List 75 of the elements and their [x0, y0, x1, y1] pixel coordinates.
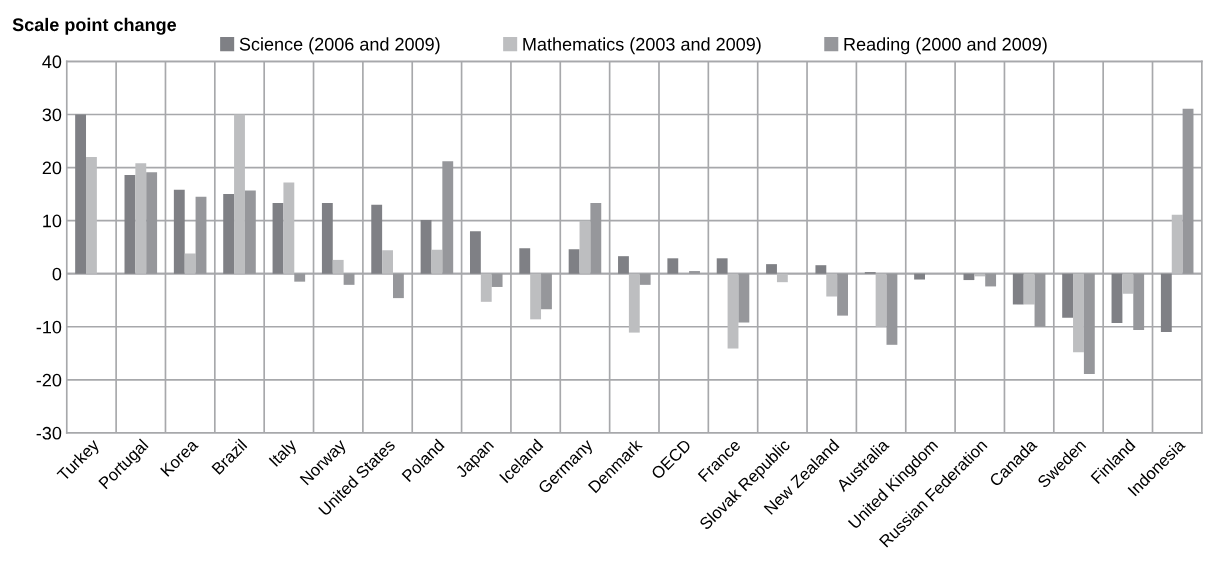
bar — [272, 203, 284, 274]
bar — [738, 273, 750, 323]
bar — [628, 273, 640, 333]
y-tick-label: 10 — [43, 214, 62, 228]
bar — [195, 196, 207, 274]
bar — [1012, 273, 1024, 305]
bar — [689, 271, 700, 274]
bar — [321, 203, 333, 274]
bar — [875, 273, 887, 327]
bar — [727, 273, 739, 349]
x-tick-label: Italy — [268, 437, 300, 470]
y-tick-label: -10 — [36, 320, 62, 334]
bar — [590, 203, 602, 274]
bar — [1182, 108, 1194, 274]
bar — [815, 265, 827, 274]
bar — [1062, 273, 1074, 318]
bar — [530, 273, 542, 320]
bar — [886, 273, 898, 345]
bar — [837, 273, 849, 316]
bar — [392, 273, 404, 299]
bar — [371, 204, 383, 274]
bar — [234, 114, 245, 274]
bar — [491, 273, 503, 287]
bar — [294, 273, 306, 282]
y-tick-label: -20 — [36, 373, 62, 387]
y-tick-label: 40 — [42, 55, 62, 69]
bar — [442, 161, 454, 274]
bar — [716, 258, 728, 274]
bar — [1133, 273, 1145, 330]
bar — [1023, 273, 1035, 305]
bar — [568, 249, 580, 274]
bar — [480, 273, 492, 302]
bar — [420, 220, 432, 274]
bar — [382, 250, 393, 274]
bar — [184, 253, 196, 274]
bar — [618, 256, 629, 274]
bar — [579, 220, 591, 274]
bar — [332, 259, 344, 274]
bar — [985, 273, 997, 287]
bar — [75, 114, 87, 274]
y-tick-label: 0 — [52, 267, 62, 281]
bar — [1073, 273, 1084, 353]
bar — [1160, 273, 1172, 333]
bar — [1122, 273, 1134, 294]
legend-label: Science (2006 and 2009) — [239, 37, 440, 55]
bar — [124, 174, 136, 274]
bar — [86, 156, 97, 274]
y-tick-label: -30 — [36, 426, 62, 440]
bar — [343, 273, 355, 285]
legend-label: Reading (2000 and 2009) — [844, 37, 1047, 55]
bar — [963, 273, 975, 281]
bar — [1083, 273, 1095, 374]
bar — [519, 248, 531, 274]
y-tick-label: 20 — [42, 161, 62, 175]
bar — [431, 249, 443, 274]
bar — [826, 273, 838, 297]
y-tick-label: 30 — [42, 108, 62, 122]
bar — [173, 189, 185, 274]
bar — [914, 273, 925, 280]
chart-title: Scale point change — [12, 17, 177, 35]
legend-label: Mathematics (2003 and 2009) — [523, 37, 761, 55]
bar — [776, 273, 788, 283]
bar — [639, 273, 651, 285]
bar — [244, 190, 256, 274]
bar — [469, 231, 481, 274]
bar — [667, 258, 679, 274]
bar — [766, 264, 777, 274]
bar — [223, 194, 235, 274]
bar — [541, 273, 552, 310]
bar — [1171, 214, 1183, 274]
bar — [146, 172, 158, 274]
bar — [283, 182, 295, 274]
bar — [135, 163, 147, 274]
bar — [1034, 273, 1046, 327]
bar — [1111, 273, 1123, 324]
